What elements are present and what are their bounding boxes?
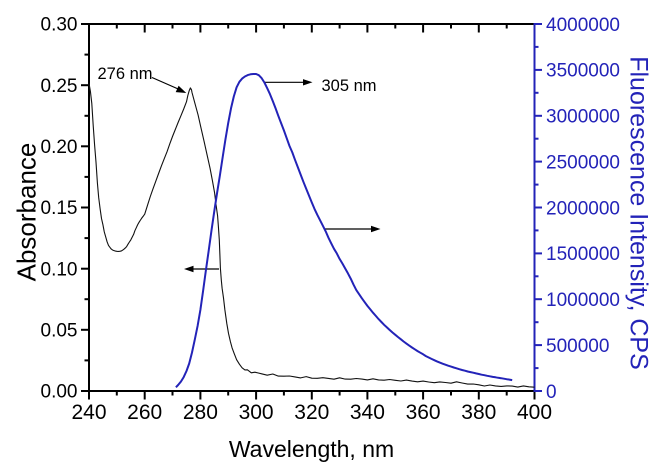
svg-text:0.15: 0.15 bbox=[41, 198, 78, 219]
svg-text:0.10: 0.10 bbox=[41, 259, 78, 280]
svg-text:0: 0 bbox=[546, 382, 557, 403]
svg-text:320: 320 bbox=[294, 401, 329, 424]
svg-text:0.30: 0.30 bbox=[41, 15, 78, 36]
svg-text:3500000: 3500000 bbox=[546, 61, 620, 82]
svg-text:0.20: 0.20 bbox=[41, 137, 78, 158]
svg-text:260: 260 bbox=[127, 401, 162, 424]
svg-text:500000: 500000 bbox=[546, 336, 609, 357]
svg-text:240: 240 bbox=[71, 401, 106, 424]
svg-text:360: 360 bbox=[406, 401, 441, 424]
svg-text:0.05: 0.05 bbox=[41, 320, 78, 341]
svg-text:300: 300 bbox=[239, 401, 274, 424]
svg-text:Fluorescence Intensity, CPS: Fluorescence Intensity, CPS bbox=[625, 56, 653, 370]
svg-text:280: 280 bbox=[183, 401, 218, 424]
svg-text:340: 340 bbox=[350, 401, 385, 424]
svg-text:276 nm: 276 nm bbox=[98, 65, 153, 83]
svg-text:Absorbance: Absorbance bbox=[12, 143, 42, 282]
svg-text:3000000: 3000000 bbox=[546, 107, 620, 128]
svg-text:400: 400 bbox=[517, 401, 552, 424]
svg-text:Wavelength, nm: Wavelength, nm bbox=[229, 436, 394, 462]
svg-text:1500000: 1500000 bbox=[546, 244, 620, 265]
svg-text:2500000: 2500000 bbox=[546, 152, 620, 173]
svg-text:380: 380 bbox=[461, 401, 496, 424]
svg-text:2000000: 2000000 bbox=[546, 198, 620, 219]
svg-text:0.00: 0.00 bbox=[41, 382, 78, 403]
svg-text:4000000: 4000000 bbox=[546, 15, 620, 36]
svg-text:1000000: 1000000 bbox=[546, 290, 620, 311]
svg-text:305 nm: 305 nm bbox=[322, 77, 377, 95]
svg-text:0.25: 0.25 bbox=[41, 76, 78, 97]
